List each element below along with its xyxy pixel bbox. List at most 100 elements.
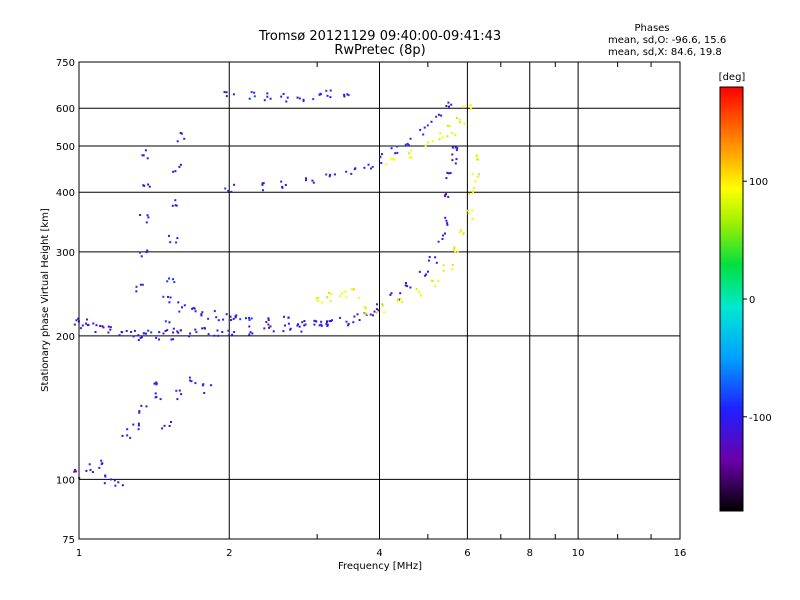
data-point (283, 315, 285, 318)
data-point (266, 92, 269, 95)
data-point (296, 324, 299, 327)
data-point (99, 325, 102, 327)
data-point (344, 290, 347, 293)
data-point (339, 316, 342, 319)
colorbar-tick-label: 0 (749, 295, 755, 306)
data-point (225, 91, 228, 94)
data-point (140, 255, 143, 258)
data-point (364, 307, 367, 310)
data-point (158, 331, 161, 334)
data-point (331, 319, 333, 322)
data-point (172, 170, 175, 173)
data-point (474, 180, 477, 183)
y-tick-label: 400 (56, 188, 75, 199)
data-point (315, 297, 318, 300)
data-point (159, 398, 162, 401)
data-point (404, 143, 407, 146)
data-point (298, 97, 301, 100)
data-point (139, 251, 141, 254)
data-point (269, 325, 272, 328)
data-point (221, 331, 224, 333)
y-tick-labels: 75 100 200 300 400 500 600 750 (56, 58, 75, 546)
data-point (147, 216, 150, 219)
data-point (201, 327, 204, 330)
data-point (303, 320, 306, 322)
data-point (141, 283, 144, 286)
data-point (155, 336, 158, 339)
data-point (225, 95, 228, 98)
data-point (448, 105, 450, 108)
data-point (425, 273, 428, 276)
data-point (179, 163, 182, 166)
data-point (216, 329, 219, 332)
data-point (445, 219, 448, 222)
data-point (181, 306, 183, 309)
data-point (174, 204, 177, 207)
data-point (430, 279, 433, 282)
data-point (468, 192, 471, 195)
data-point (456, 147, 459, 150)
data-point (366, 312, 369, 315)
data-point (79, 327, 82, 330)
data-point (352, 288, 355, 291)
data-point (249, 331, 252, 334)
data-point (442, 234, 445, 237)
data-point (225, 313, 228, 316)
x-tick-label: 6 (464, 548, 470, 559)
data-point (170, 338, 173, 341)
data-point (77, 317, 80, 320)
data-point (137, 424, 140, 427)
data-point (155, 383, 158, 386)
data-point (423, 126, 426, 129)
data-point (180, 393, 183, 396)
data-point (396, 298, 399, 301)
data-point (147, 329, 150, 332)
data-point (145, 332, 147, 335)
data-point (297, 323, 299, 326)
y-tick-label: 750 (56, 58, 75, 69)
data-point (320, 324, 323, 327)
data-point (233, 331, 236, 333)
data-point (231, 333, 234, 336)
data-point (326, 325, 329, 327)
data-point (232, 93, 235, 96)
data-point (347, 322, 350, 325)
data-point (201, 384, 204, 387)
data-point (176, 237, 179, 240)
data-point (459, 118, 461, 121)
data-point (318, 324, 321, 327)
data-point (437, 279, 440, 282)
data-point (169, 296, 172, 299)
data-point (415, 288, 418, 290)
data-point (405, 282, 407, 284)
data-point (462, 232, 465, 235)
data-point (222, 318, 225, 321)
data-point (446, 171, 449, 174)
data-point (121, 434, 124, 437)
data-point (353, 315, 356, 318)
data-point (251, 332, 254, 335)
data-point (325, 89, 328, 92)
x-tick-label: 8 (527, 548, 533, 559)
data-point (406, 285, 409, 288)
data-point (169, 241, 172, 244)
data-point (438, 138, 441, 141)
data-point (230, 319, 233, 321)
data-point (326, 321, 328, 323)
data-point (389, 293, 392, 296)
data-point (356, 313, 359, 316)
data-point (409, 286, 412, 289)
data-point (476, 154, 479, 157)
data-point (451, 132, 454, 134)
data-point (138, 411, 141, 414)
data-point (471, 190, 474, 193)
data-point (163, 424, 166, 427)
data-point (245, 317, 247, 320)
data-point (410, 149, 413, 152)
data-point (101, 462, 104, 465)
data-point (304, 323, 307, 326)
data-point (267, 323, 270, 326)
data-point (319, 92, 322, 95)
data-point (140, 404, 143, 407)
data-point (235, 314, 238, 317)
